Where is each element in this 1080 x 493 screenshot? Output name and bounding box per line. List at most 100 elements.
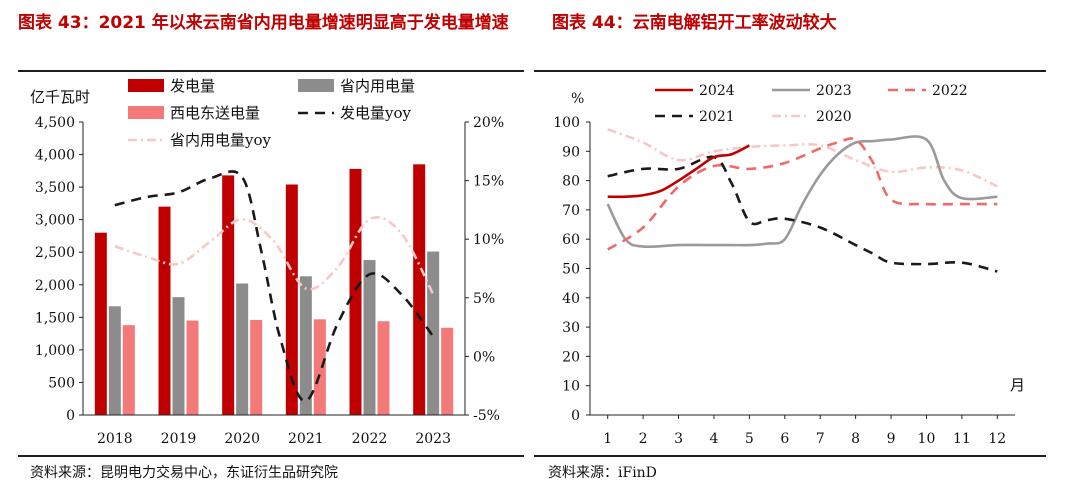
left-chart-title: 图表 43：2021 年以来云南省内用电量增速明显高于发电量增速 — [18, 13, 509, 33]
legend-label-2020: 2020 — [816, 109, 852, 125]
x-tick-label: 11 — [953, 431, 971, 447]
right-y-tick-label: 0% — [473, 349, 495, 365]
x-tick-label: 7 — [816, 431, 825, 447]
right-y-tick-label: -5% — [473, 408, 500, 424]
x-tick-label: 2019 — [161, 431, 197, 447]
left-y-tick-label: 4,000 — [35, 148, 75, 164]
bar-省内用电量 — [172, 297, 185, 415]
x-tick-label: 10 — [918, 431, 936, 447]
right-y-tick-label: 10% — [473, 232, 504, 248]
x-tick-label: 2022 — [352, 431, 388, 447]
line-省内用电量yoy — [114, 216, 435, 295]
legend-label-省内用电量: 省内用电量 — [340, 77, 415, 95]
bar-西电东送电量 — [313, 319, 326, 415]
left-y-tick-label: 4,500 — [35, 115, 75, 131]
bar-省内用电量 — [363, 260, 376, 415]
bar-省内用电量 — [427, 251, 440, 415]
left-y-tick-label: 1,000 — [35, 343, 75, 359]
x-tick-label: 1 — [603, 431, 612, 447]
right-plot-area — [606, 128, 998, 273]
right-header-rule — [534, 70, 1046, 72]
x-tick-label: 4 — [709, 431, 718, 447]
bar-省内用电量 — [236, 283, 249, 415]
x-tick-label: 2 — [639, 431, 648, 447]
bar-发电量 — [413, 164, 426, 415]
left-header-rule — [18, 70, 524, 72]
left-y-unit-label: 亿千瓦时 — [30, 88, 90, 106]
legend-label-2021: 2021 — [699, 109, 735, 125]
left-y-tick-label: 3,000 — [35, 213, 75, 229]
bar-省内用电量 — [108, 306, 121, 415]
left-y-tick-label: 3,500 — [35, 180, 75, 196]
legend-label-2024: 2024 — [699, 83, 735, 99]
y-unit-label: % — [571, 91, 584, 107]
y-tick-label: 30 — [562, 320, 580, 336]
right-chart-title: 图表 44：云南电解铝开工率波动较大 — [552, 13, 837, 33]
y-tick-label: 40 — [562, 291, 580, 307]
bar-西电东送电量 — [377, 321, 390, 415]
bar-西电东送电量 — [250, 319, 263, 415]
legend-label-2022: 2022 — [932, 83, 968, 99]
legend-label-2023: 2023 — [816, 83, 852, 99]
line-2020 — [607, 128, 998, 188]
y-tick-label: 80 — [562, 174, 580, 190]
x-tick-label: 9 — [887, 431, 896, 447]
x-tick-label: 2023 — [415, 431, 451, 447]
y-tick-label: 90 — [562, 144, 580, 160]
bar-西电东送电量 — [186, 320, 199, 415]
right-y-tick-label: 5% — [473, 291, 495, 307]
x-tick-label: 8 — [851, 431, 860, 447]
x-tick-label: 5 — [745, 431, 754, 447]
legend-swatch-省内用电量 — [298, 79, 334, 92]
bar-发电量 — [94, 232, 107, 415]
x-tick-label: 2018 — [97, 431, 133, 447]
left-y-tick-label: 0 — [66, 408, 75, 424]
line-2023 — [606, 135, 998, 249]
bar-发电量 — [158, 206, 171, 415]
y-tick-label: 10 — [562, 379, 580, 395]
y-tick-label: 100 — [553, 115, 580, 131]
bar-省内用电量 — [299, 276, 312, 415]
left-source-note: 资料来源：昆明电力交易中心，东证衍生品研究院 — [30, 465, 338, 481]
line-2022 — [607, 137, 998, 251]
left-plot-area — [94, 164, 454, 415]
x-tick-label: 2021 — [288, 431, 324, 447]
left-footer-rule — [18, 455, 524, 457]
left-y-tick-label: 2,000 — [35, 278, 75, 294]
left-y-tick-label: 500 — [48, 375, 75, 391]
bar-发电量 — [222, 175, 235, 415]
legend-swatch-发电量 — [128, 79, 164, 92]
x-tick-label: 3 — [674, 431, 683, 447]
left-y-tick-label: 1,500 — [35, 310, 75, 326]
bar-西电东送电量 — [441, 327, 454, 415]
y-tick-label: 50 — [562, 262, 580, 278]
x-unit-label: 月 — [1010, 376, 1025, 394]
y-tick-label: 60 — [562, 232, 580, 248]
right-footer-rule — [534, 455, 1046, 457]
legend-swatch-西电东送电量 — [128, 106, 164, 119]
x-tick-label: 2020 — [224, 431, 260, 447]
bar-发电量 — [285, 184, 298, 415]
legend-label-发电量: 发电量 — [170, 77, 215, 95]
bar-西电东送电量 — [122, 325, 135, 415]
y-tick-label: 70 — [562, 203, 580, 219]
left-y-tick-label: 2,500 — [35, 245, 75, 261]
left-chart: 0 500 1,000 1,500 2,000 2,500 3,000 3,500 4,000 4… — [30, 77, 504, 447]
right-legend: 2024 2023 2022 2021 2020 — [655, 83, 968, 125]
right-y-tick-label: 20% — [473, 115, 504, 131]
legend-label-发电量yoy: 发电量yoy — [340, 104, 412, 122]
right-y-tick-label: 15% — [473, 174, 504, 190]
y-tick-label: 0 — [571, 408, 580, 424]
line-发电量yoy — [114, 170, 435, 403]
legend-label-省内用电量yoy: 省内用电量yoy — [170, 131, 272, 149]
line-2024 — [607, 144, 750, 199]
y-tick-label: 20 — [562, 349, 580, 365]
legend-label-西电东送电量: 西电东送电量 — [170, 104, 260, 122]
line-2021 — [607, 155, 998, 273]
x-tick-label: 12 — [988, 431, 1006, 447]
x-tick-label: 6 — [780, 431, 789, 447]
left-axes: 0 500 1,000 1,500 2,000 2,500 3,000 3,500 4,000 4… — [30, 88, 504, 447]
